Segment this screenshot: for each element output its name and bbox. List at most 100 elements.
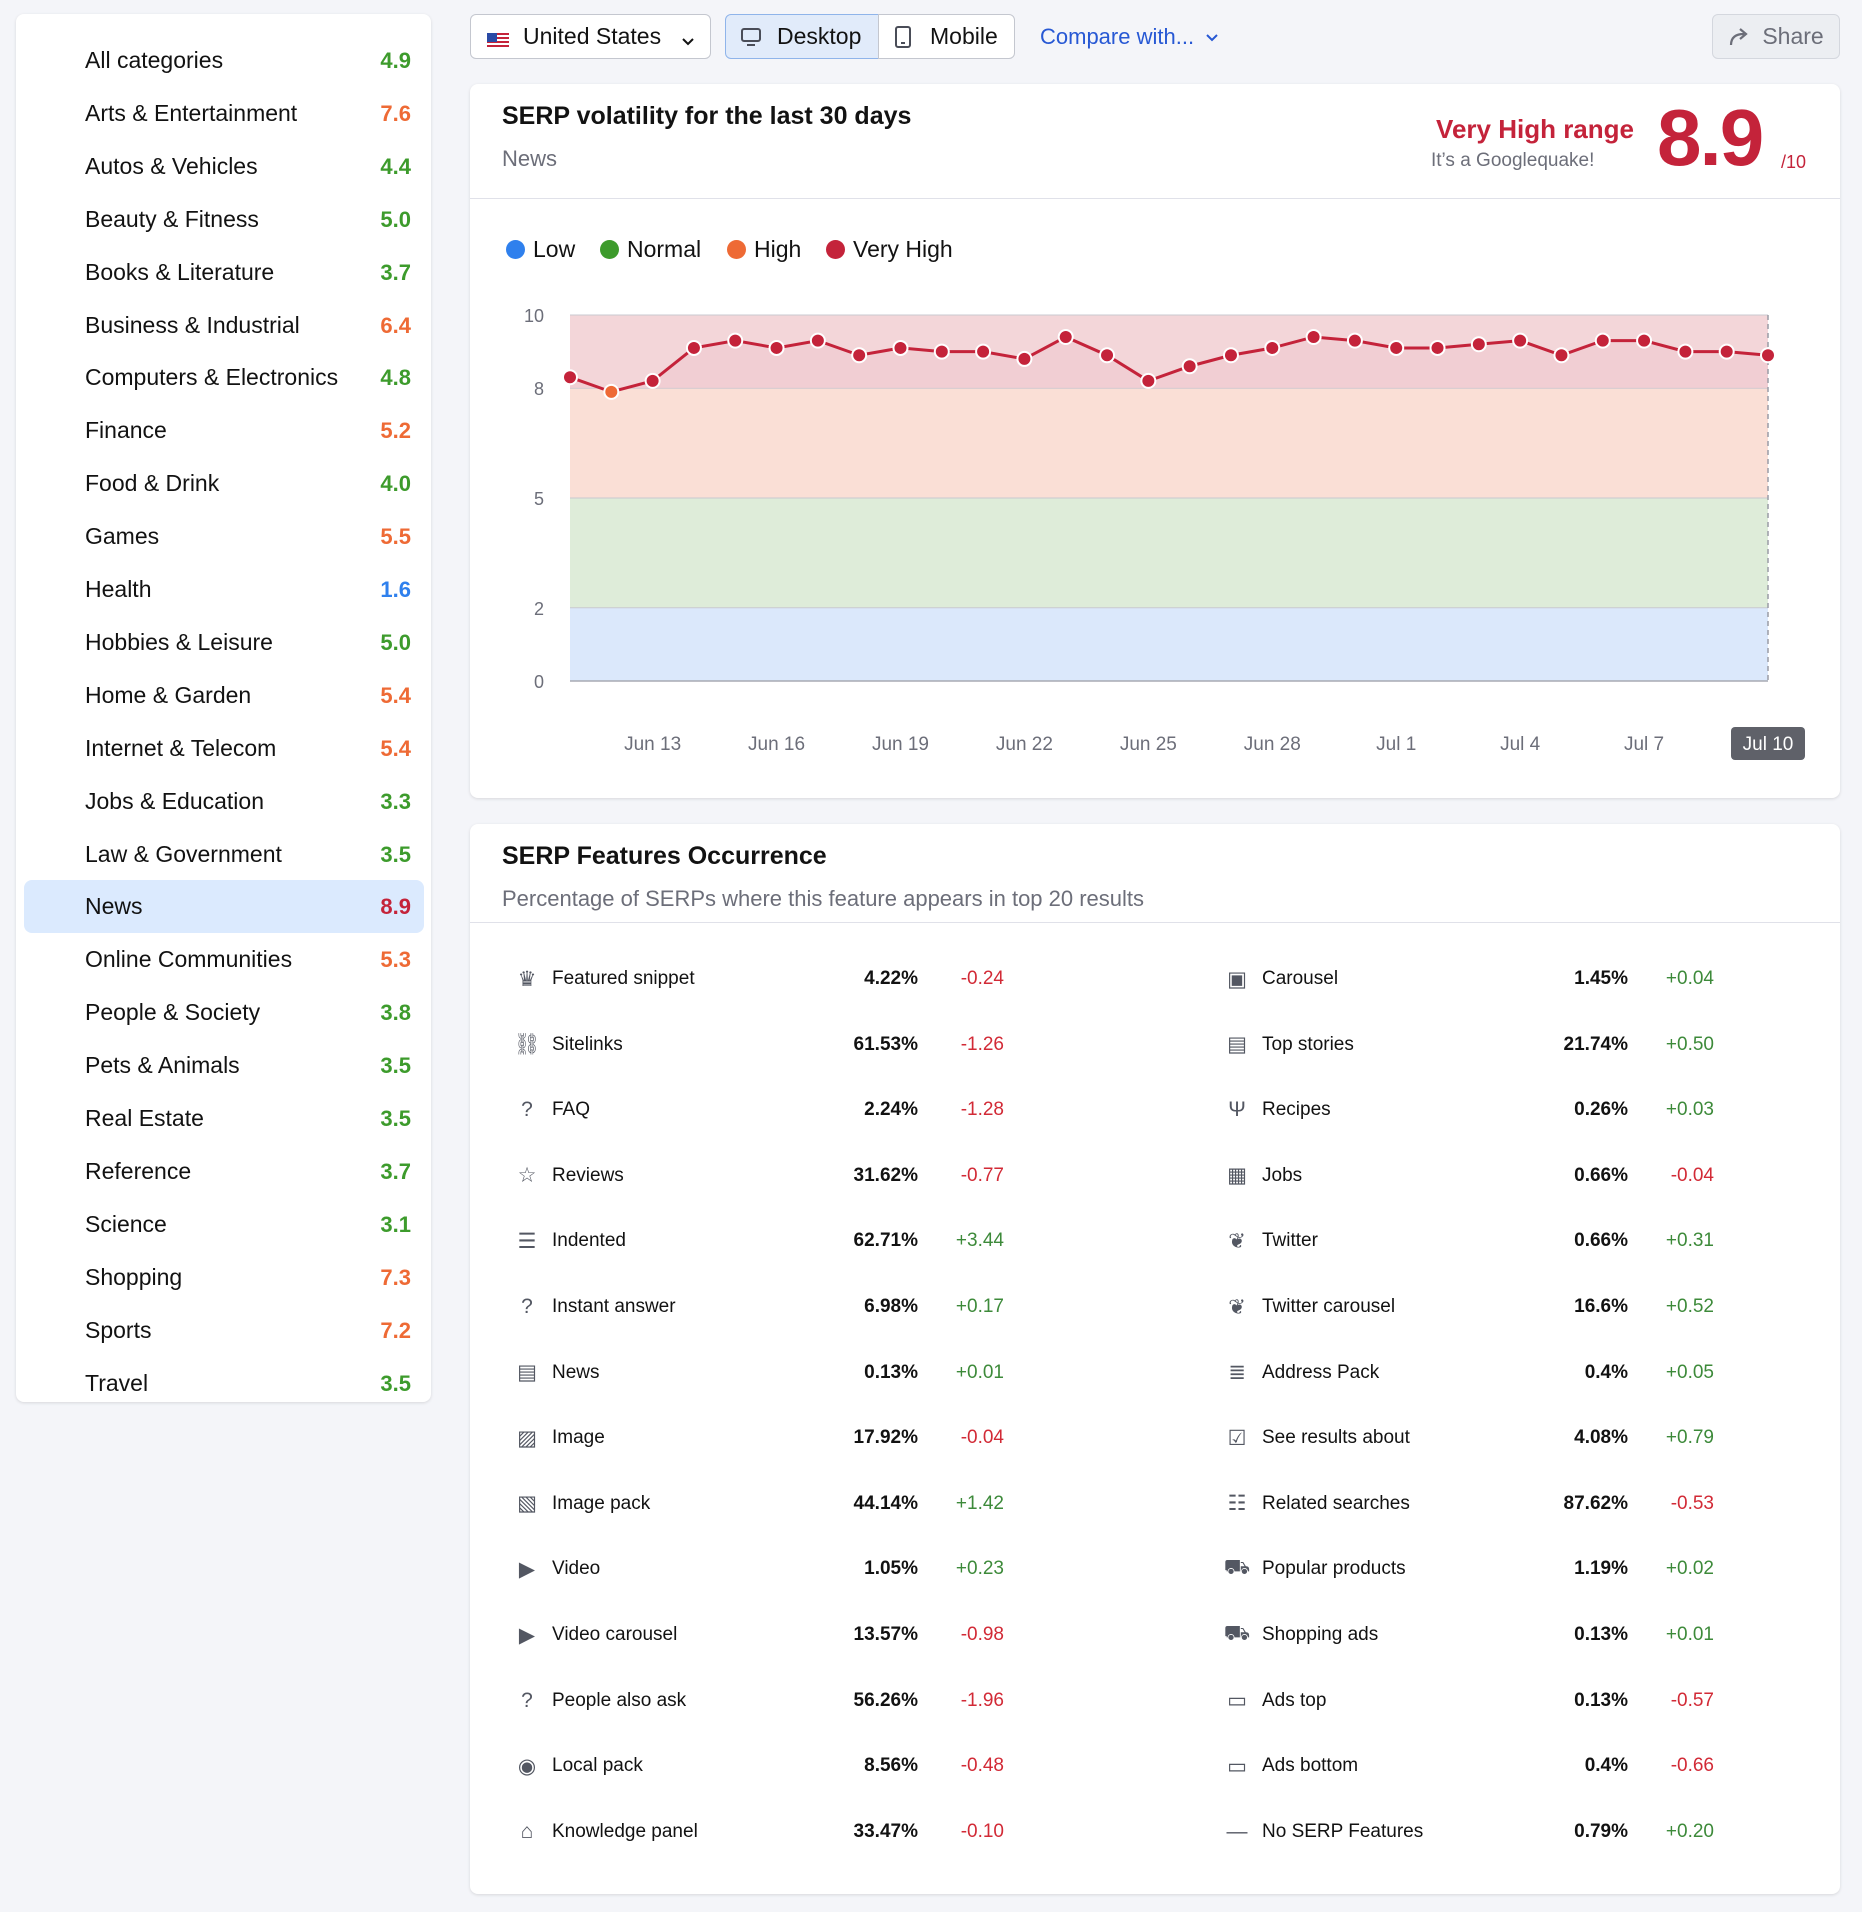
- sidebar-item[interactable]: Health 1.6: [24, 563, 424, 616]
- sidebar-item-score: 4.9: [380, 48, 411, 73]
- feature-name: FAQ: [552, 1099, 591, 1121]
- chevron-down-icon: [680, 28, 696, 55]
- desktop-toggle[interactable]: Desktop: [725, 14, 879, 59]
- sidebar-item[interactable]: Arts & Entertainment 7.6: [24, 87, 424, 140]
- share-button[interactable]: Share: [1712, 14, 1840, 59]
- sidebar-item[interactable]: Food & Drink 4.0: [24, 457, 424, 510]
- compare-with-dropdown[interactable]: Compare with...: [1040, 14, 1220, 59]
- sidebar-item[interactable]: Computers & Electronics 4.8: [24, 351, 424, 404]
- legend-dot: [600, 240, 619, 259]
- sidebar-item-score: 5.0: [380, 206, 411, 232]
- sidebar-item-score: 3.7: [380, 259, 411, 285]
- question-circle-icon: ?: [521, 1295, 533, 1318]
- legend-item[interactable]: Normal: [600, 236, 701, 263]
- legend-label: Very High: [853, 236, 953, 262]
- sidebar-item[interactable]: Shopping 7.3: [24, 1251, 424, 1304]
- sidebar-item-label: Games: [85, 523, 160, 550]
- sidebar-item[interactable]: Science 3.1: [24, 1198, 424, 1251]
- sidebar-item[interactable]: News 8.9: [24, 880, 424, 934]
- people-ask-icon: ?: [521, 1688, 533, 1712]
- sidebar-item[interactable]: Books & Literature 3.7: [24, 246, 424, 299]
- feature-name: Image: [552, 1427, 605, 1449]
- feature-percentage: 61.53%: [853, 1033, 918, 1055]
- sidebar-item[interactable]: Home & Garden 5.4: [24, 669, 424, 722]
- x-tick-label: Jul 4: [1500, 734, 1541, 755]
- x-tick-label: Jun 13: [624, 734, 681, 755]
- data-point: [1346, 332, 1363, 349]
- sidebar-item-label: Jobs & Education: [85, 787, 265, 814]
- sidebar-item[interactable]: Business & Industrial 6.4: [24, 299, 424, 352]
- sidebar-item[interactable]: Autos & Vehicles 4.4: [24, 140, 424, 193]
- sidebar-item[interactable]: Hobbies & Leisure 5.0: [24, 616, 424, 669]
- sidebar-item-score: 3.5: [380, 1053, 411, 1079]
- sidebar-item-label: Internet & Telecom: [85, 734, 277, 761]
- feature-delta: -0.04: [1670, 1164, 1714, 1186]
- sidebar-item[interactable]: Internet & Telecom 5.4: [24, 722, 424, 775]
- sidebar-item[interactable]: People & Society 3.8: [24, 986, 424, 1039]
- data-point: [1305, 328, 1322, 345]
- sidebar-item-label: Hobbies & Leisure: [85, 628, 273, 655]
- legend-item[interactable]: Very High: [826, 236, 953, 263]
- data-point: [768, 339, 785, 356]
- sidebar-item[interactable]: Real Estate 3.5: [24, 1092, 424, 1145]
- sidebar-item[interactable]: Reference 3.7: [24, 1145, 424, 1198]
- legend-item[interactable]: High: [727, 236, 801, 263]
- feature-percentage: 62.71%: [853, 1230, 918, 1252]
- feature-percentage: 0.66%: [1574, 1230, 1628, 1252]
- sidebar-item-score: 3.5: [380, 1106, 411, 1131]
- chevron-down-icon: [1204, 29, 1220, 45]
- crown-icon: ♛: [517, 967, 537, 991]
- feature-row: ⛓ Sitelinks 61.53% -1.26: [470, 1025, 1840, 1065]
- sidebar-item-label: Health: [85, 576, 152, 602]
- sidebar-item[interactable]: Finance 5.2: [24, 404, 424, 457]
- band-high: [570, 388, 1768, 498]
- feature-delta: -0.77: [960, 1164, 1004, 1186]
- legend-label: Low: [533, 236, 576, 262]
- sidebar-item[interactable]: Jobs & Education 3.3: [24, 775, 424, 828]
- sidebar-item-score: 5.0: [380, 629, 411, 655]
- feature-percentage: 0.26%: [1574, 1099, 1628, 1121]
- sidebar-item[interactable]: Pets & Animals 3.5: [24, 1039, 424, 1092]
- cart-plus-icon: ⛟: [1223, 1556, 1251, 1580]
- feature-percentage: 1.05%: [864, 1558, 918, 1580]
- sidebar-item-score: 5.4: [380, 735, 411, 761]
- sidebar-item[interactable]: Travel 3.5: [24, 1357, 424, 1410]
- x-tick-label: Jun 16: [748, 734, 805, 755]
- feature-name: Carousel: [1262, 968, 1339, 989]
- range-title: Very High range: [1436, 114, 1634, 144]
- volatility-score: 8.9: [1657, 93, 1764, 182]
- sidebar-item[interactable]: Games 5.5: [24, 510, 424, 563]
- x-tick-label: Jul 7: [1624, 734, 1664, 755]
- country-select[interactable]: United States: [470, 14, 711, 59]
- feature-delta: +0.23: [955, 1558, 1004, 1580]
- feature-delta: +0.52: [1665, 1296, 1714, 1317]
- data-point: [1388, 339, 1405, 356]
- feature-percentage: 0.13%: [864, 1361, 918, 1383]
- feature-name: People also ask: [552, 1689, 687, 1711]
- feature-name: Video: [552, 1558, 601, 1580]
- mobile-toggle[interactable]: Mobile: [878, 14, 1015, 59]
- x-tick-label: Jun 25: [1120, 734, 1177, 755]
- serp-features-card: SERP Features Occurrence Percentage of S…: [470, 824, 1840, 1894]
- feature-name: See results about: [1262, 1427, 1410, 1449]
- data-point: [727, 332, 744, 349]
- sidebar-item[interactable]: Sports 7.2: [24, 1304, 424, 1357]
- ads-bottom-icon: ▭: [1227, 1754, 1247, 1778]
- sidebar-item-label: News: [85, 893, 143, 920]
- band-normal: [570, 498, 1768, 608]
- sidebar-item[interactable]: Online Communities 5.3: [24, 933, 424, 986]
- feature-percentage: 0.4%: [1584, 1755, 1628, 1777]
- sidebar-item[interactable]: Beauty & Fitness 5.0: [24, 193, 424, 246]
- data-point: [1429, 339, 1446, 356]
- sidebar-item-label: People & Society: [85, 999, 261, 1026]
- data-point: [1553, 347, 1570, 364]
- sidebar-item-score: 6.4: [380, 312, 411, 338]
- sidebar-item[interactable]: All categories 4.9: [24, 34, 424, 87]
- sidebar-item-label: Travel: [85, 1369, 149, 1396]
- feature-row: ? People also ask 56.26% -1.96: [470, 1681, 1840, 1721]
- sidebar-item[interactable]: Law & Government 3.5: [24, 828, 424, 881]
- sidebar-item-score: 3.8: [380, 1000, 411, 1026]
- legend-item[interactable]: Low: [506, 236, 575, 263]
- feature-name: Local pack: [552, 1755, 643, 1777]
- feature-row: ▭ Ads top 0.13% -0.57: [470, 1681, 1840, 1721]
